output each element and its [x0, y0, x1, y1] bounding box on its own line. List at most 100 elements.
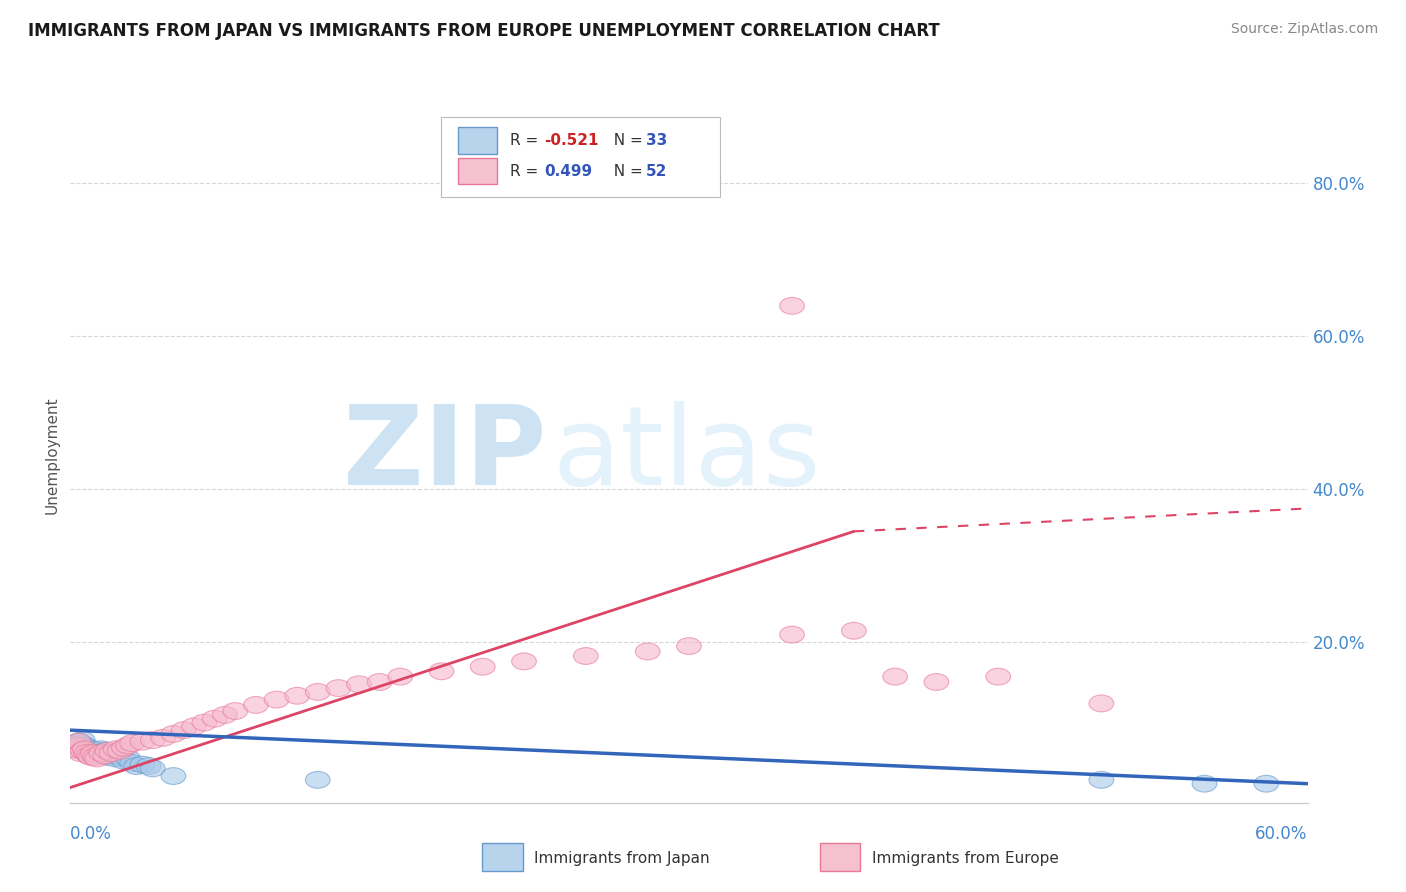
- Ellipse shape: [131, 733, 155, 750]
- Ellipse shape: [65, 737, 89, 754]
- Ellipse shape: [162, 725, 186, 742]
- Ellipse shape: [76, 747, 101, 764]
- Ellipse shape: [1090, 695, 1114, 712]
- Ellipse shape: [305, 683, 330, 700]
- Ellipse shape: [780, 297, 804, 314]
- Ellipse shape: [202, 710, 226, 727]
- Ellipse shape: [780, 626, 804, 643]
- Ellipse shape: [66, 733, 91, 750]
- Ellipse shape: [84, 745, 110, 762]
- Ellipse shape: [62, 741, 87, 757]
- Ellipse shape: [212, 706, 238, 723]
- Text: R =: R =: [509, 133, 543, 148]
- Text: Immigrants from Europe: Immigrants from Europe: [872, 852, 1059, 866]
- Ellipse shape: [107, 748, 132, 765]
- Ellipse shape: [100, 745, 124, 762]
- Ellipse shape: [115, 737, 141, 754]
- Ellipse shape: [136, 757, 162, 774]
- Ellipse shape: [115, 750, 141, 767]
- Ellipse shape: [66, 733, 91, 750]
- Ellipse shape: [91, 745, 115, 762]
- Text: 52: 52: [645, 163, 666, 178]
- Ellipse shape: [574, 648, 598, 665]
- Ellipse shape: [172, 722, 195, 739]
- Ellipse shape: [97, 745, 122, 762]
- Text: Immigrants from Japan: Immigrants from Japan: [534, 852, 710, 866]
- Ellipse shape: [70, 731, 96, 748]
- Ellipse shape: [111, 739, 136, 756]
- Ellipse shape: [512, 653, 536, 670]
- Text: 0.499: 0.499: [544, 163, 592, 178]
- Ellipse shape: [75, 739, 100, 756]
- Ellipse shape: [76, 742, 101, 759]
- Text: 60.0%: 60.0%: [1256, 825, 1308, 843]
- Ellipse shape: [367, 673, 392, 690]
- Ellipse shape: [100, 747, 124, 764]
- Text: N =: N =: [603, 163, 647, 178]
- Ellipse shape: [83, 742, 107, 759]
- Ellipse shape: [120, 755, 145, 772]
- Ellipse shape: [65, 737, 89, 754]
- Text: atlas: atlas: [553, 401, 821, 508]
- Text: 0.0%: 0.0%: [70, 825, 112, 843]
- Ellipse shape: [93, 747, 118, 764]
- Text: Source: ZipAtlas.com: Source: ZipAtlas.com: [1230, 22, 1378, 37]
- Ellipse shape: [124, 757, 149, 774]
- Ellipse shape: [79, 745, 103, 762]
- Ellipse shape: [84, 750, 110, 767]
- Ellipse shape: [162, 768, 186, 784]
- Ellipse shape: [305, 772, 330, 789]
- Ellipse shape: [141, 760, 165, 777]
- FancyBboxPatch shape: [457, 158, 498, 185]
- Ellipse shape: [141, 731, 165, 748]
- Ellipse shape: [388, 668, 412, 685]
- Ellipse shape: [87, 747, 111, 764]
- Ellipse shape: [986, 668, 1011, 685]
- Ellipse shape: [1254, 775, 1278, 792]
- Ellipse shape: [89, 745, 114, 762]
- Ellipse shape: [1090, 772, 1114, 789]
- Ellipse shape: [72, 741, 97, 757]
- Ellipse shape: [69, 735, 93, 752]
- Ellipse shape: [471, 658, 495, 675]
- Ellipse shape: [103, 741, 128, 757]
- Ellipse shape: [264, 691, 288, 708]
- Text: ZIP: ZIP: [343, 401, 547, 508]
- Text: R =: R =: [509, 163, 543, 178]
- Ellipse shape: [62, 741, 87, 757]
- Ellipse shape: [243, 697, 269, 714]
- Ellipse shape: [193, 714, 217, 731]
- Ellipse shape: [842, 623, 866, 640]
- FancyBboxPatch shape: [441, 118, 720, 197]
- Ellipse shape: [93, 742, 118, 759]
- Ellipse shape: [96, 742, 120, 759]
- Ellipse shape: [131, 756, 155, 773]
- Ellipse shape: [80, 741, 105, 757]
- Ellipse shape: [111, 752, 136, 769]
- Ellipse shape: [80, 745, 105, 762]
- Ellipse shape: [83, 748, 107, 765]
- Ellipse shape: [676, 638, 702, 655]
- Text: IMMIGRANTS FROM JAPAN VS IMMIGRANTS FROM EUROPE UNEMPLOYMENT CORRELATION CHART: IMMIGRANTS FROM JAPAN VS IMMIGRANTS FROM…: [28, 22, 939, 40]
- Text: N =: N =: [603, 133, 647, 148]
- Ellipse shape: [103, 750, 128, 767]
- Ellipse shape: [75, 745, 100, 762]
- Ellipse shape: [120, 735, 145, 752]
- Ellipse shape: [326, 680, 350, 697]
- Ellipse shape: [1192, 775, 1216, 792]
- Text: 33: 33: [645, 133, 666, 148]
- Ellipse shape: [924, 673, 949, 690]
- Ellipse shape: [285, 688, 309, 704]
- Ellipse shape: [150, 730, 176, 747]
- Ellipse shape: [636, 643, 659, 660]
- Ellipse shape: [96, 748, 120, 765]
- Ellipse shape: [429, 663, 454, 680]
- Ellipse shape: [72, 737, 97, 754]
- Ellipse shape: [89, 741, 114, 757]
- Ellipse shape: [70, 742, 96, 759]
- Ellipse shape: [107, 742, 132, 759]
- Ellipse shape: [224, 703, 247, 720]
- Ellipse shape: [883, 668, 907, 685]
- Ellipse shape: [79, 748, 103, 765]
- Y-axis label: Unemployment: Unemployment: [44, 396, 59, 514]
